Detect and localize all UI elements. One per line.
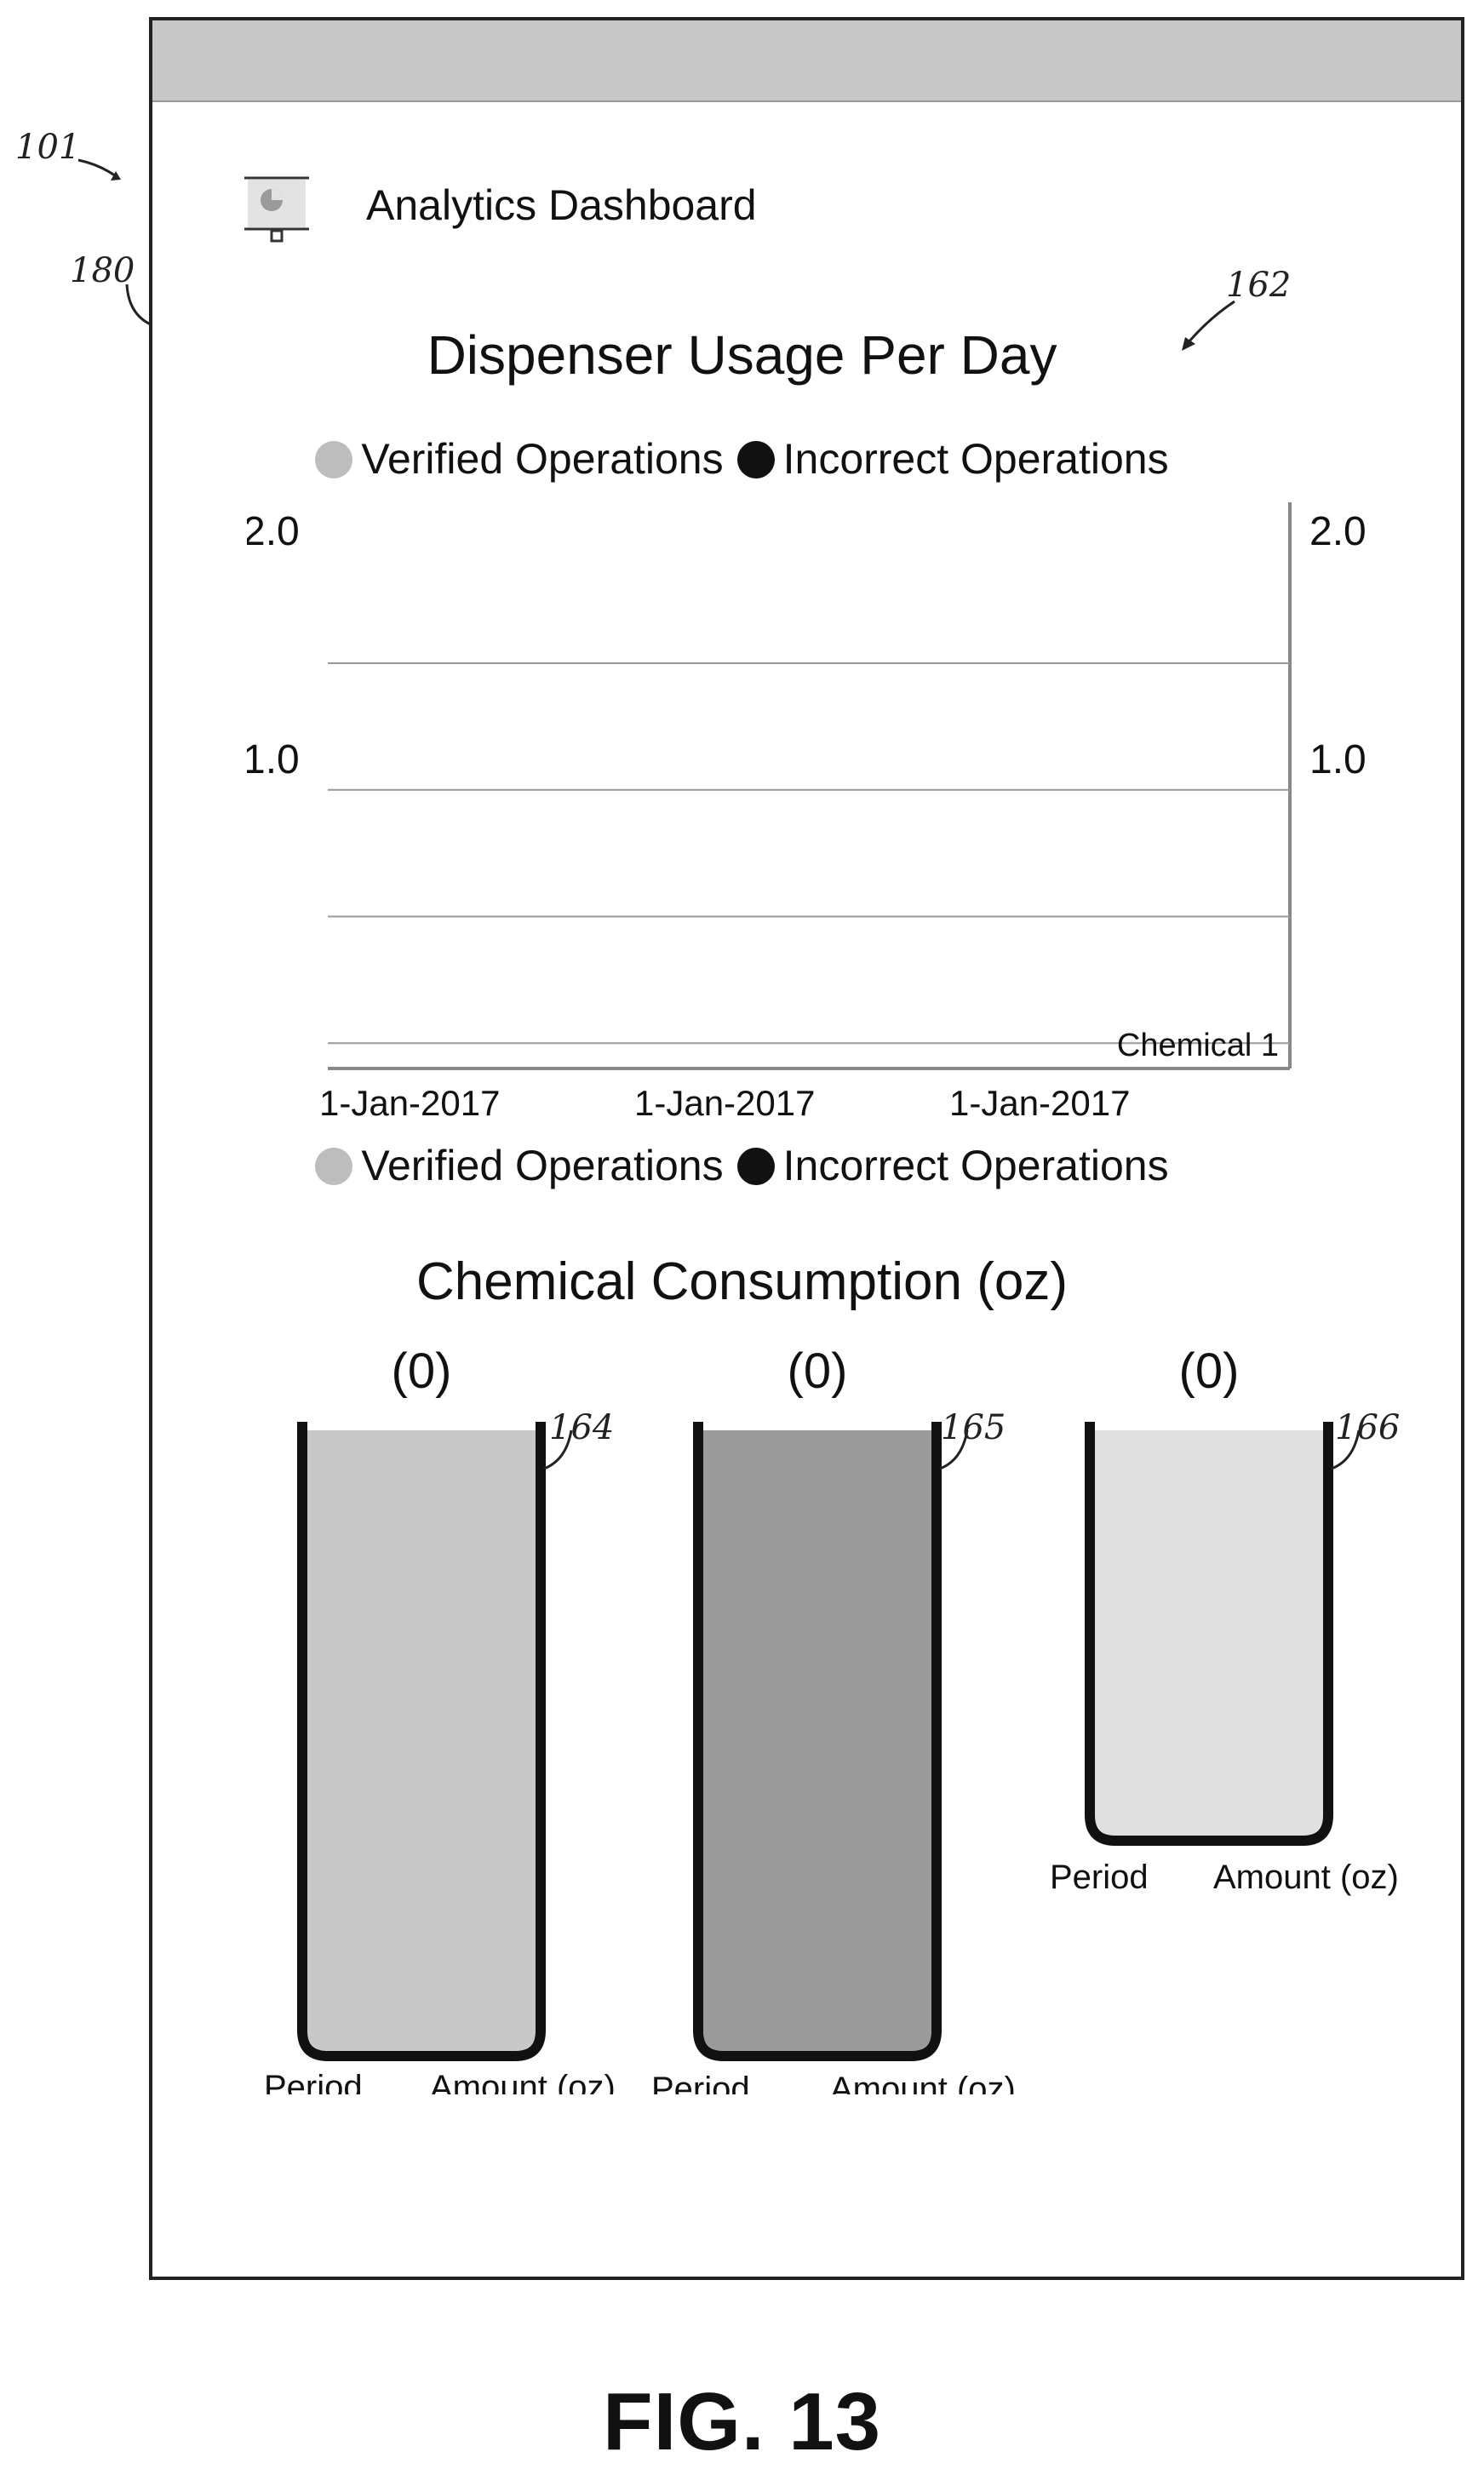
y-tick-left-0: 2.0 — [247, 509, 300, 554]
chart-annotation: Chemical 1 — [1117, 1028, 1279, 1063]
legend-bottom-dot-verified — [315, 1148, 353, 1185]
status-bar — [152, 20, 1461, 102]
beaker-value-2: (0) — [788, 1343, 848, 1399]
beaker-fill-1 — [307, 1430, 536, 2051]
legend-bottom-label-verified: Verified Operations — [361, 1142, 724, 1189]
beaker-xlabel-3: Period — [1050, 1859, 1149, 1896]
beaker-ylabel-2: Amount (oz) — [830, 2071, 1016, 2094]
beaker-fill-2 — [703, 1430, 931, 2051]
ref-arrow-usage-chart — [1182, 300, 1235, 351]
ref-leader-beaker-3 — [1331, 1429, 1361, 1470]
presentation-board-icon — [244, 176, 309, 243]
beaker-value-3: (0) — [1179, 1343, 1240, 1399]
legend-dot-incorrect — [736, 441, 775, 478]
ref-leader-beaker-1 — [543, 1429, 573, 1470]
legend-label-incorrect: Incorrect Operations — [782, 435, 1169, 483]
ref-numeral-beaker-3: 166 — [1335, 1408, 1400, 1447]
beaker-xlabel-1: Period — [264, 2069, 363, 2094]
legend-bottom-item-verified: Verified Operations — [315, 1142, 724, 1189]
beaker-value-1: (0) — [392, 1343, 452, 1399]
figure-label: FIG. 13 — [602, 2376, 882, 2467]
beaker-ylabel-1: Amount (oz) — [430, 2069, 616, 2094]
legend-bottom-item-incorrect: Incorrect Operations — [736, 1142, 1169, 1189]
beaker-xlabel-2: Period — [651, 2071, 750, 2094]
ref-numeral-device: 101 — [15, 128, 81, 167]
dashboard-title: Analytics Dashboard — [366, 181, 757, 229]
consumption-title: Chemical Consumption (oz) — [416, 1252, 1068, 1311]
beaker-outline-1 — [297, 1422, 546, 2061]
beaker-fill-3 — [1095, 1430, 1323, 1836]
legend-item-incorrect: Incorrect Operations — [736, 435, 1169, 483]
consumption-beakers: (0) Period Amount (oz) 164 (0) Period Amount (… — [264, 1343, 1400, 2094]
y-tick-left-1: 1.0 — [247, 737, 300, 782]
legend-bottom-dot-incorrect — [736, 1148, 775, 1185]
usage-chart-title: Dispenser Usage Per Day — [427, 324, 1057, 386]
y-tick-right-0: 2.0 — [1309, 509, 1367, 554]
ref-numeral-usage-chart: 162 — [1226, 266, 1292, 305]
x-tick-1: 1-Jan-2017 — [634, 1083, 815, 1123]
legend-bottom-label-incorrect: Incorrect Operations — [782, 1142, 1169, 1189]
legend-label-verified: Verified Operations — [361, 435, 724, 483]
ref-leader-beaker-2 — [939, 1429, 969, 1470]
usage-legend-bottom: Verified Operations Incorrect Operations — [0, 1141, 1484, 1190]
ref-numeral-beaker-2: 165 — [941, 1408, 1006, 1447]
beaker-outline-2 — [693, 1422, 942, 2061]
x-tick-2: 1-Jan-2017 — [949, 1083, 1130, 1123]
beaker-ylabel-3: Amount (oz) — [1213, 1859, 1399, 1896]
legend-item-verified: Verified Operations — [315, 435, 724, 483]
ref-leader-screen — [125, 284, 153, 327]
ref-numeral-beaker-1: 164 — [549, 1408, 614, 1447]
y-tick-right-1: 1.0 — [1309, 737, 1367, 782]
usage-chart: 2.0 1.0 2.0 1.0 1-Jan-2017 1-Jan-2017 1-Jan-20… — [247, 502, 1367, 1123]
usage-legend-top: Verified Operations Incorrect Operations — [0, 434, 1484, 484]
ref-numeral-screen: 180 — [70, 251, 135, 290]
ref-arrow-device — [77, 158, 121, 180]
legend-dot-verified — [315, 441, 353, 478]
x-tick-0: 1-Jan-2017 — [319, 1083, 500, 1123]
beaker-outline-3 — [1085, 1422, 1333, 1846]
